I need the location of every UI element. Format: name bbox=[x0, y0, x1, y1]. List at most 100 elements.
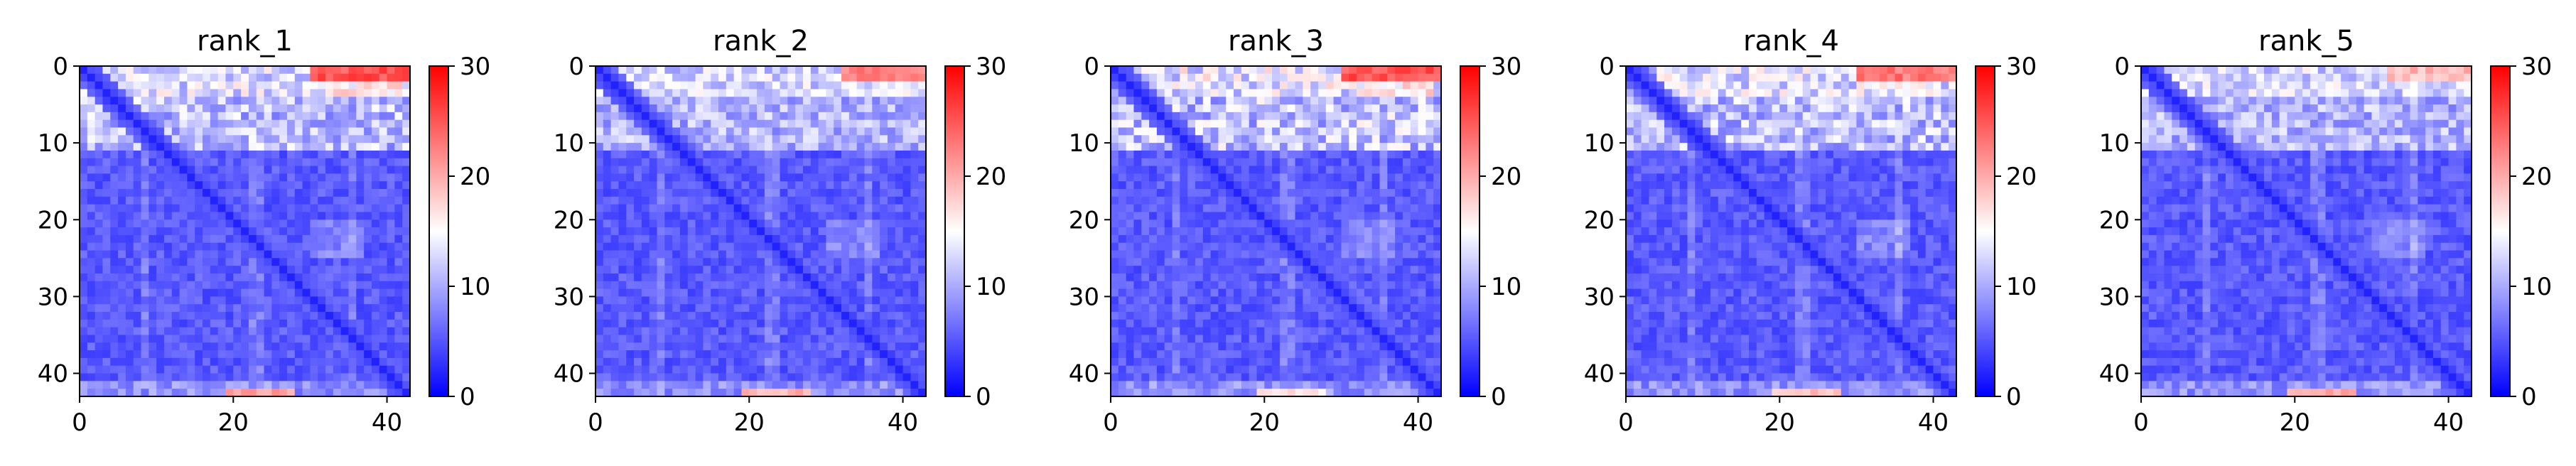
heatmap-cell bbox=[864, 112, 873, 121]
heatmap-cell bbox=[741, 104, 750, 113]
heatmap-cell bbox=[248, 66, 257, 75]
heatmap-cell bbox=[294, 234, 303, 244]
heatmap-cell bbox=[264, 150, 272, 159]
heatmap-cell bbox=[657, 127, 665, 136]
heatmap-cell bbox=[87, 220, 96, 228]
heatmap-cell bbox=[286, 73, 296, 82]
heatmap-cell bbox=[1333, 273, 1342, 282]
heatmap-cell bbox=[118, 296, 126, 305]
heatmap-cell bbox=[787, 135, 796, 143]
heatmap-cell bbox=[225, 196, 234, 205]
heatmap-cell bbox=[902, 220, 911, 228]
heatmap-cell bbox=[286, 357, 296, 367]
heatmap-cell bbox=[1195, 119, 1204, 128]
heatmap-cell bbox=[125, 242, 134, 251]
heatmap-cell bbox=[364, 258, 372, 266]
heatmap-cell bbox=[371, 112, 380, 121]
heatmap-cell bbox=[1418, 81, 1426, 90]
heatmap-cell bbox=[264, 204, 272, 212]
heatmap-cell bbox=[664, 158, 673, 166]
heatmap-cell bbox=[856, 89, 865, 97]
heatmap-cell bbox=[834, 350, 842, 359]
heatmap-cell bbox=[364, 158, 372, 166]
heatmap-cell bbox=[1226, 220, 1234, 228]
heatmap-cell bbox=[1433, 266, 1442, 274]
heatmap-cell bbox=[780, 196, 788, 205]
heatmap-cell bbox=[657, 288, 665, 297]
heatmap-cell bbox=[286, 242, 296, 251]
heatmap-cell bbox=[1234, 112, 1242, 121]
heatmap-cell bbox=[1210, 281, 1219, 289]
heatmap-cell bbox=[195, 158, 203, 166]
heatmap-cell bbox=[826, 227, 834, 236]
heatmap-cell bbox=[1256, 89, 1265, 97]
heatmap-cell bbox=[225, 296, 234, 305]
heatmap-cell bbox=[834, 166, 842, 174]
heatmap-cell bbox=[864, 288, 873, 297]
heatmap-cell bbox=[1402, 242, 1411, 251]
heatmap-cell bbox=[310, 135, 318, 143]
heatmap-cell bbox=[834, 234, 842, 244]
heatmap-cell bbox=[703, 281, 711, 289]
heatmap-cell bbox=[1141, 204, 1150, 212]
heatmap-cell bbox=[1133, 204, 1142, 212]
heatmap-cell bbox=[1433, 227, 1442, 236]
heatmap-cell bbox=[795, 220, 804, 228]
heatmap-cell bbox=[772, 97, 780, 105]
heatmap-cell bbox=[225, 312, 234, 320]
heatmap-cell bbox=[110, 166, 119, 174]
heatmap-cell bbox=[603, 166, 612, 174]
heatmap-cell bbox=[910, 312, 919, 320]
heatmap-cell bbox=[726, 135, 735, 143]
heatmap-cell bbox=[217, 242, 226, 251]
heatmap-cell bbox=[179, 273, 188, 282]
heatmap-cell bbox=[110, 220, 119, 228]
heatmap-cell bbox=[1333, 234, 1342, 244]
heatmap-cell bbox=[1303, 166, 1311, 174]
heatmap-cell bbox=[880, 312, 888, 320]
heatmap-cell bbox=[286, 127, 296, 136]
heatmap-cell bbox=[1249, 143, 1257, 151]
heatmap-cell bbox=[826, 357, 834, 367]
heatmap-cell bbox=[294, 288, 303, 297]
heatmap-cell bbox=[310, 104, 318, 113]
heatmap-cell bbox=[387, 173, 395, 182]
heatmap-cell bbox=[1187, 273, 1196, 282]
heatmap-cell bbox=[795, 135, 804, 143]
heatmap-cell bbox=[271, 242, 280, 251]
heatmap-cell bbox=[841, 373, 850, 381]
heatmap-cell bbox=[1364, 166, 1373, 174]
heatmap-cell bbox=[1317, 258, 1327, 266]
heatmap-cell bbox=[302, 242, 311, 251]
heatmap-cell bbox=[264, 158, 272, 166]
heatmap-cell bbox=[302, 342, 311, 351]
heatmap-cell bbox=[241, 296, 249, 305]
heatmap-cell bbox=[679, 357, 689, 367]
heatmap-cell bbox=[233, 327, 242, 335]
heatmap-cell bbox=[171, 212, 180, 220]
heatmap-cell bbox=[241, 350, 249, 359]
heatmap-cell bbox=[1226, 119, 1234, 128]
heatmap-cell bbox=[764, 319, 773, 328]
heatmap-cell bbox=[217, 196, 226, 205]
heatmap-cell bbox=[248, 273, 257, 282]
heatmap-cell bbox=[387, 119, 395, 128]
heatmap-cell bbox=[1364, 242, 1373, 251]
heatmap-cell bbox=[1395, 220, 1403, 228]
heatmap-cell bbox=[1195, 150, 1204, 159]
heatmap-cell bbox=[1295, 150, 1303, 159]
heatmap-cell bbox=[187, 304, 195, 313]
heatmap-cell bbox=[826, 173, 834, 182]
heatmap-cell bbox=[856, 234, 865, 244]
heatmap-cell bbox=[387, 381, 395, 389]
heatmap-cell bbox=[1433, 143, 1442, 151]
heatmap-cell bbox=[649, 373, 657, 381]
heatmap-cell bbox=[703, 112, 711, 121]
heatmap-cell bbox=[726, 242, 735, 251]
heatmap-cell bbox=[1418, 127, 1426, 136]
heatmap-cell bbox=[672, 135, 681, 143]
heatmap-cell bbox=[141, 73, 149, 82]
heatmap-cell bbox=[1149, 258, 1158, 266]
heatmap-cell bbox=[687, 373, 696, 381]
heatmap-cell bbox=[264, 250, 272, 259]
